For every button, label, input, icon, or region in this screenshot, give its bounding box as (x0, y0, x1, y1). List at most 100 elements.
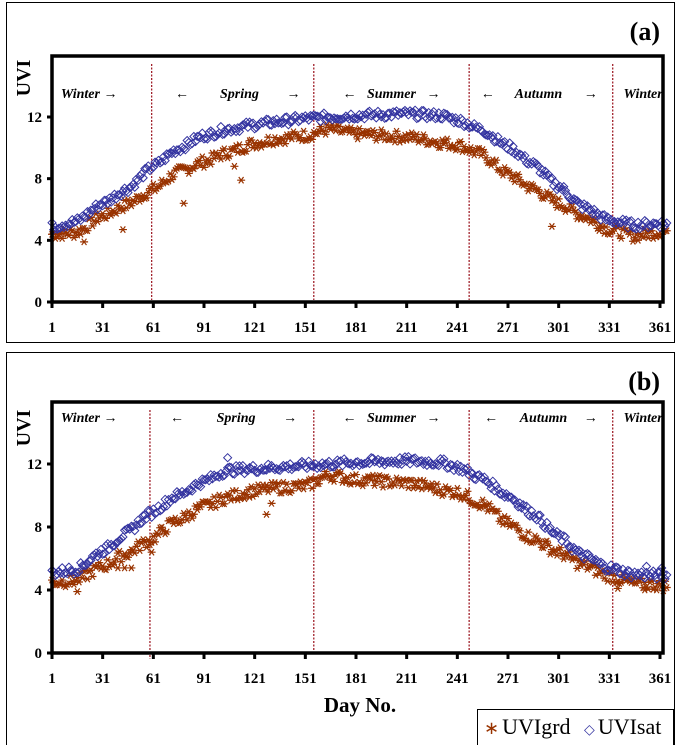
data-point-uvisat (130, 182, 140, 192)
x-tick-label: 151 (294, 320, 317, 336)
data-point-uvisat (447, 112, 457, 123)
data-point-uvisat (432, 459, 442, 470)
panel-label: (a) (630, 17, 660, 46)
x-tick-label: 1 (48, 320, 56, 336)
data-point-uvigrd (242, 147, 251, 155)
data-point-uvisat (145, 165, 155, 176)
data-point-uvisat (322, 112, 332, 123)
data-point-uvisat (136, 518, 147, 528)
data-point-uvisat (511, 498, 522, 509)
data-point-uvisat (280, 112, 290, 123)
data-point-uvigrd (120, 564, 129, 572)
data-point-uvigrd (102, 566, 111, 574)
data-point-uvisat (276, 118, 287, 129)
data-point-uvigrd (352, 131, 360, 139)
y-tick-label: 4 (35, 583, 43, 599)
y-tick-label: 8 (35, 520, 43, 536)
data-point-uvisat (307, 461, 317, 471)
data-point-uvisat (81, 212, 91, 223)
data-point-uvisat (103, 198, 113, 209)
data-point-uvisat (175, 490, 186, 500)
data-point-uvisat (339, 113, 349, 123)
data-point-uvigrd (188, 514, 197, 522)
data-point-uvisat (580, 549, 591, 560)
season-label: Winter → (61, 87, 118, 102)
data-point-uvisat (354, 460, 365, 471)
data-point-uvisat (510, 495, 520, 505)
x-tick-label: 211 (396, 320, 418, 336)
data-point-uvisat (498, 488, 508, 498)
data-point-uvigrd (272, 483, 281, 491)
data-point-uvisat (422, 113, 432, 124)
data-point-uvisat (152, 158, 162, 168)
data-point-uvisat (295, 115, 305, 125)
data-point-uvigrd (162, 528, 171, 536)
data-point-uvisat (52, 569, 62, 579)
season-label: ← (175, 87, 189, 102)
data-point-uvisat (611, 219, 621, 229)
data-point-uvigrd (156, 182, 165, 190)
y-axis-label: UVI (13, 409, 35, 446)
data-point-uvisat (292, 461, 302, 472)
data-point-uvisat (206, 469, 216, 480)
data-point-uvisat (351, 113, 361, 124)
data-point-uvigrd (264, 133, 273, 141)
data-point-uvisat (533, 510, 544, 520)
data-point-uvisat (428, 106, 439, 117)
data-point-uvisat (457, 467, 468, 477)
data-point-uvisat (160, 155, 170, 166)
data-point-uvisat (439, 454, 449, 464)
x-tick-label: 331 (598, 671, 621, 687)
data-point-uvisat (631, 224, 642, 234)
data-point-uvigrd (463, 487, 472, 495)
data-point-uvisat (445, 459, 456, 470)
data-point-uvisat (229, 469, 240, 479)
data-point-uvisat (555, 181, 566, 192)
data-point-uvisat (548, 528, 559, 538)
data-point-uvigrd (411, 135, 420, 143)
data-point-uvisat (199, 474, 209, 485)
data-point-uvisat (575, 199, 586, 209)
y-tick-label: 12 (27, 110, 42, 126)
data-point-uvisat (381, 457, 392, 467)
data-point-uvisat (130, 525, 140, 536)
data-point-uvigrd (287, 487, 296, 495)
data-point-uvigrd (282, 480, 291, 488)
data-point-uvisat (108, 541, 118, 551)
data-point-uvisat (74, 567, 84, 577)
data-point-uvisat (540, 523, 550, 534)
data-point-uvigrd (470, 151, 479, 159)
x-tick-label: 181 (345, 320, 368, 336)
data-point-uvisat (261, 114, 272, 124)
data-point-uvigrd (260, 485, 269, 493)
data-point-uvigrd (453, 484, 462, 492)
y-tick-label: 0 (35, 295, 43, 311)
plot-frame (50, 400, 665, 655)
data-point-uvisat (597, 558, 608, 569)
data-point-uvigrd (379, 483, 388, 491)
season-label: → (283, 411, 297, 426)
data-point-uvisat (128, 521, 138, 532)
data-point-uvisat (329, 462, 339, 472)
data-point-uvigrd (281, 140, 290, 148)
data-point-uvisat (342, 458, 353, 468)
data-point-uvigrd (514, 170, 523, 178)
data-point-uvisat (283, 120, 294, 130)
data-point-uvigrd (460, 495, 469, 503)
data-point-uvisat (315, 116, 326, 127)
data-point-uvisat (609, 216, 620, 227)
data-point-uvisat (407, 454, 417, 465)
data-point-uvisat (565, 541, 576, 552)
data-point-uvisat (109, 541, 120, 551)
data-point-uvigrd (367, 131, 376, 139)
data-point-uvisat (650, 570, 660, 581)
data-point-uvigrd (193, 506, 202, 514)
data-point-uvisat (608, 564, 618, 575)
data-point-uvisat (305, 460, 316, 471)
data-point-uvisat (124, 524, 135, 534)
data-point-uvisat (464, 470, 474, 481)
data-point-uvigrd (58, 234, 67, 242)
data-point-uvigrd (124, 196, 132, 204)
data-point-uvisat (118, 186, 128, 196)
